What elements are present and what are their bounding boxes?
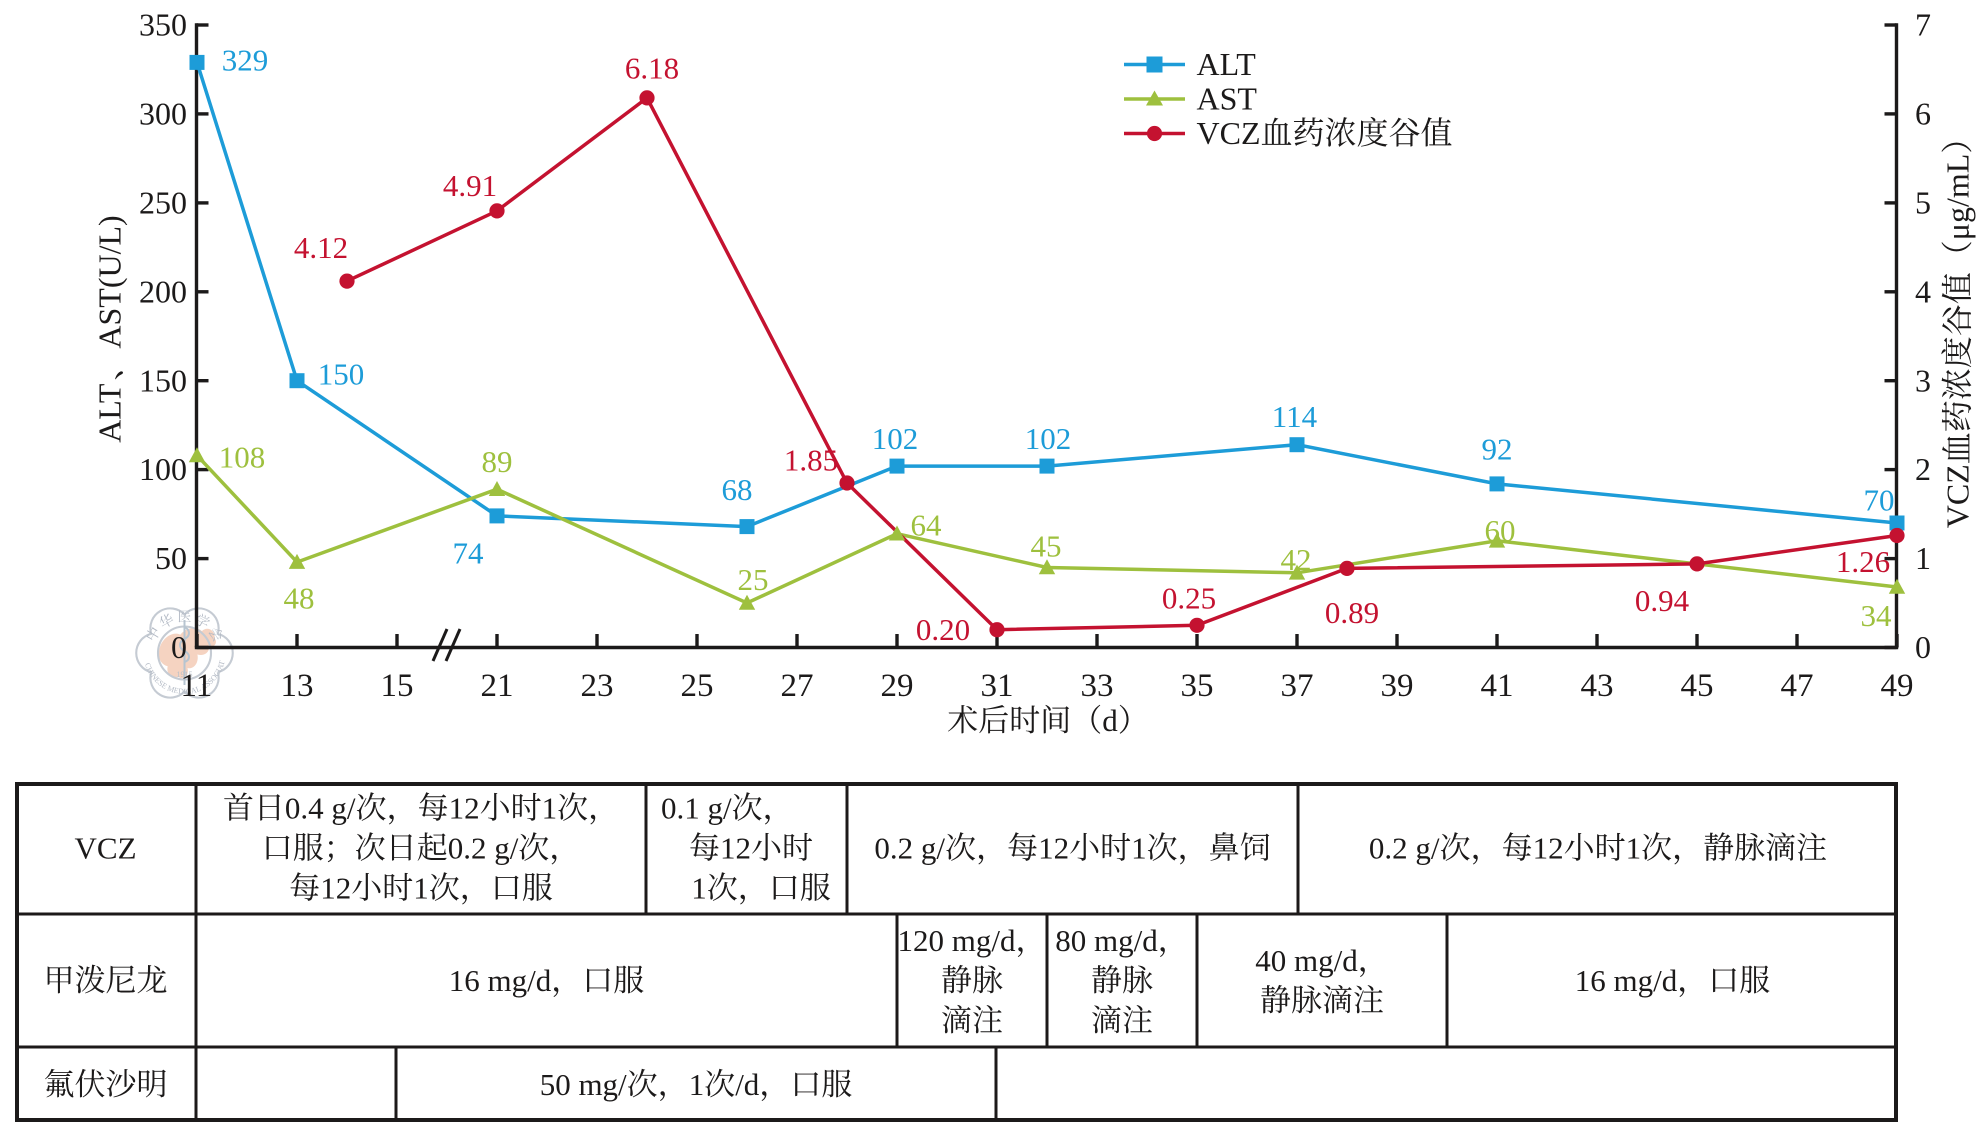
svg-text:200: 200 <box>139 273 187 309</box>
svg-text:92: 92 <box>1482 431 1513 466</box>
svg-text:1: 1 <box>1915 540 1931 576</box>
svg-text:15: 15 <box>381 668 414 704</box>
svg-text:1: 1 <box>542 790 558 825</box>
svg-text:12: 12 <box>449 790 480 825</box>
svg-text:0.4 g/: 0.4 g/ <box>285 790 356 825</box>
svg-text:μg/mL: μg/mL <box>1940 154 1976 240</box>
svg-text:350: 350 <box>139 7 187 43</box>
svg-text:100: 100 <box>139 451 187 487</box>
svg-text:VCZ: VCZ <box>75 830 137 865</box>
svg-text:49: 49 <box>1881 668 1914 704</box>
svg-text:45: 45 <box>1031 528 1062 563</box>
svg-text:AST(U/L): AST(U/L) <box>92 215 128 348</box>
svg-text:2: 2 <box>1915 451 1931 487</box>
svg-text:31: 31 <box>981 668 1014 704</box>
svg-text:25: 25 <box>681 668 714 704</box>
svg-text:0.2 g/: 0.2 g/ <box>1369 830 1440 865</box>
svg-text:40 mg/d: 40 mg/d <box>1255 943 1358 978</box>
svg-text:41: 41 <box>1481 668 1514 704</box>
svg-text:AST: AST <box>1197 81 1258 117</box>
svg-text:102: 102 <box>872 421 919 456</box>
svg-text:35: 35 <box>1181 668 1214 704</box>
svg-text:50 mg/: 50 mg/ <box>540 1067 627 1102</box>
svg-text:21: 21 <box>481 668 514 704</box>
svg-text:0: 0 <box>171 629 187 665</box>
svg-text:0: 0 <box>1915 629 1931 665</box>
svg-text:ALT: ALT <box>1197 46 1257 82</box>
svg-text:48: 48 <box>284 580 315 615</box>
svg-text:d: d <box>1102 703 1118 738</box>
svg-text:13: 13 <box>281 668 314 704</box>
svg-text:1: 1 <box>413 870 429 905</box>
svg-text:50: 50 <box>155 540 187 576</box>
svg-text:60: 60 <box>1485 513 1516 548</box>
svg-text:VCZ: VCZ <box>1940 464 1976 528</box>
svg-text:0.20: 0.20 <box>916 612 970 647</box>
svg-text:12: 12 <box>1038 830 1069 865</box>
svg-text:150: 150 <box>318 356 365 391</box>
svg-text:114: 114 <box>1272 399 1318 434</box>
svg-text:74: 74 <box>453 535 485 570</box>
svg-text:1: 1 <box>691 870 707 905</box>
svg-text:1.26: 1.26 <box>1836 544 1890 579</box>
svg-text:/d: /d <box>735 1067 760 1102</box>
svg-text:23: 23 <box>581 668 614 704</box>
svg-text:25: 25 <box>738 562 769 597</box>
svg-text:70: 70 <box>1864 482 1895 517</box>
svg-text:1915: 1915 <box>177 670 193 679</box>
svg-text:0.2 g/: 0.2 g/ <box>874 830 945 865</box>
svg-text:3: 3 <box>1915 362 1931 398</box>
svg-text:68: 68 <box>722 472 753 507</box>
svg-text:45: 45 <box>1681 668 1714 704</box>
svg-text:1.85: 1.85 <box>784 442 838 477</box>
svg-text:27: 27 <box>781 668 814 704</box>
svg-text:33: 33 <box>1081 668 1114 704</box>
svg-text:VCZ: VCZ <box>1197 115 1261 151</box>
svg-text:47: 47 <box>1781 668 1814 704</box>
svg-text:120 mg/d: 120 mg/d <box>898 923 1016 958</box>
svg-text:0.1 g/: 0.1 g/ <box>661 790 732 825</box>
svg-text:1: 1 <box>1131 830 1147 865</box>
svg-text:0.89: 0.89 <box>1325 595 1379 630</box>
svg-text:102: 102 <box>1025 421 1072 456</box>
svg-text:16 mg/d: 16 mg/d <box>449 963 552 998</box>
svg-text:64: 64 <box>911 507 943 542</box>
svg-text:12: 12 <box>1533 830 1564 865</box>
svg-text:4.12: 4.12 <box>294 230 348 265</box>
svg-text:6.18: 6.18 <box>625 50 679 85</box>
svg-text:43: 43 <box>1581 668 1614 704</box>
svg-text:5: 5 <box>1915 185 1931 221</box>
svg-text:1: 1 <box>689 1067 705 1102</box>
svg-text:7: 7 <box>1915 7 1931 43</box>
svg-text:34: 34 <box>1861 598 1893 633</box>
svg-text:ALT: ALT <box>92 383 128 443</box>
svg-text:89: 89 <box>482 444 513 479</box>
svg-text:42: 42 <box>1281 542 1312 577</box>
svg-text:300: 300 <box>139 96 187 132</box>
svg-text:0.25: 0.25 <box>1162 580 1216 615</box>
svg-text:1: 1 <box>1626 830 1642 865</box>
svg-text:4.91: 4.91 <box>443 168 497 203</box>
svg-text:12: 12 <box>320 870 351 905</box>
svg-text:37: 37 <box>1281 668 1314 704</box>
svg-text:150: 150 <box>139 362 187 398</box>
svg-text:0.2 g/: 0.2 g/ <box>448 830 519 865</box>
svg-text:29: 29 <box>881 668 914 704</box>
svg-text:12: 12 <box>720 830 751 865</box>
svg-text:11: 11 <box>181 668 213 704</box>
svg-text:250: 250 <box>139 185 187 221</box>
svg-text:329: 329 <box>222 42 268 77</box>
svg-text:39: 39 <box>1381 668 1414 704</box>
svg-text:16 mg/d: 16 mg/d <box>1575 963 1678 998</box>
svg-text:4: 4 <box>1915 273 1931 309</box>
svg-text:108: 108 <box>219 439 265 474</box>
svg-text:6: 6 <box>1915 96 1931 132</box>
svg-text:80 mg/d: 80 mg/d <box>1055 923 1158 958</box>
svg-text:0.94: 0.94 <box>1635 583 1690 618</box>
